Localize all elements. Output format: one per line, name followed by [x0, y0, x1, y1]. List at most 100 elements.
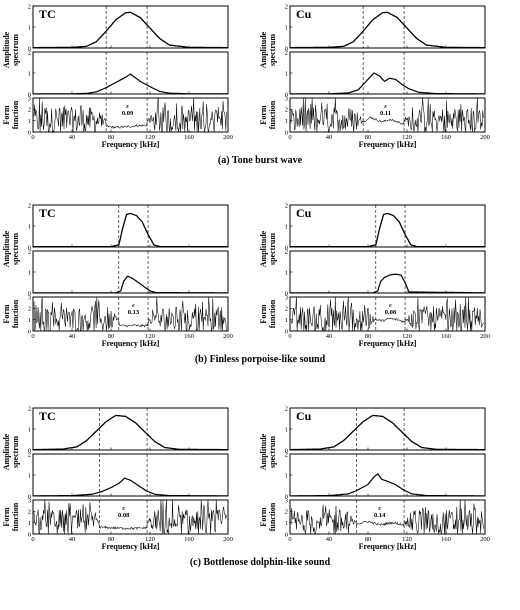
amplitude-axis-label: spectrum	[11, 233, 20, 265]
y-tick-label: 2	[285, 107, 288, 114]
amplitude-axis-label: spectrum	[268, 34, 277, 66]
x-tick-label: 80	[365, 536, 372, 543]
amplitude-axis-label: Amplitude	[2, 433, 11, 470]
form-axis-label: function	[268, 502, 277, 531]
y-tick-label: 0	[28, 531, 31, 538]
x-axis-label: Frequency [kHz]	[359, 339, 417, 348]
echo-spectrum-frame	[32, 453, 229, 497]
x-tick-label: 200	[480, 536, 490, 543]
incident-spectrum-frame	[32, 204, 229, 248]
y-tick-label: 0	[285, 493, 288, 500]
y-tick-label: 2	[28, 202, 31, 209]
y-tick-label: 3	[285, 294, 288, 301]
y-tick-label: 1	[285, 70, 288, 77]
epsilon-value: 0.11	[380, 110, 391, 117]
y-tick-label: 2	[285, 49, 288, 56]
incident-spectrum-curve	[290, 11, 485, 49]
y-tick-label: 2	[28, 49, 31, 56]
x-tick-label: 200	[223, 333, 233, 340]
form-function-frame	[32, 296, 229, 332]
y-tick-label: 1	[285, 24, 288, 31]
incident-spectrum-frame	[289, 407, 486, 451]
y-tick-label: 2	[285, 3, 288, 10]
echo-spectrum-curve	[33, 477, 228, 497]
x-tick-label: 0	[31, 134, 34, 141]
incident-spectrum-curve	[33, 11, 228, 49]
form-function-frame	[289, 97, 486, 133]
material-label: Cu	[296, 409, 312, 423]
material-label: TC	[39, 206, 56, 220]
y-tick-label: 1	[285, 269, 288, 276]
y-tick-label: 2	[28, 3, 31, 10]
y-tick-label: 1	[28, 24, 31, 31]
section-caption: (a) Tone burst wave	[218, 155, 303, 166]
form-axis-label: Form	[259, 304, 268, 323]
echo-spectrum-curve	[290, 72, 485, 95]
form-axis-label: Form	[2, 507, 11, 526]
y-tick-label: 0	[285, 244, 288, 251]
echo-spectrum-curve	[33, 275, 228, 294]
y-tick-label: 2	[28, 107, 31, 114]
x-tick-label: 80	[365, 333, 372, 340]
x-tick-label: 200	[480, 333, 490, 340]
x-tick-label: 0	[288, 333, 291, 340]
x-tick-label: 160	[441, 333, 451, 340]
section-caption: (b) Finless porpoise-like sound	[195, 354, 326, 365]
y-tick-label: 3	[28, 294, 31, 301]
epsilon-symbol: ε	[389, 302, 392, 309]
x-tick-label: 160	[441, 536, 451, 543]
y-tick-label: 0	[28, 328, 31, 335]
material-label: TC	[39, 7, 56, 21]
epsilon-value: 0.14	[374, 512, 386, 519]
y-tick-label: 0	[28, 91, 31, 98]
y-tick-label: 2	[285, 306, 288, 313]
form-function-curve	[290, 97, 484, 133]
y-tick-label: 0	[28, 244, 31, 251]
x-tick-label: 120	[145, 134, 155, 141]
echo-spectrum-curve	[33, 73, 228, 95]
echo-spectrum-curve	[290, 273, 485, 294]
amplitude-axis-label: Amplitude	[2, 31, 11, 68]
x-tick-label: 80	[108, 333, 115, 340]
form-function-curve	[33, 296, 227, 332]
x-axis-label: Frequency [kHz]	[359, 542, 417, 551]
amplitude-axis-label: spectrum	[11, 34, 20, 66]
form-axis-label: function	[11, 299, 20, 328]
x-tick-label: 40	[69, 536, 76, 543]
incident-spectrum-curve	[33, 212, 228, 248]
x-tick-label: 120	[402, 134, 412, 141]
incident-spectrum-curve	[290, 212, 485, 248]
y-tick-label: 1	[28, 317, 31, 324]
y-tick-label: 2	[28, 509, 31, 516]
y-tick-label: 1	[285, 118, 288, 125]
y-tick-label: 0	[285, 328, 288, 335]
epsilon-value: 0.08	[385, 309, 397, 316]
y-tick-label: 2	[285, 451, 288, 458]
y-tick-label: 0	[285, 45, 288, 52]
x-tick-label: 40	[326, 536, 333, 543]
y-tick-label: 1	[285, 317, 288, 324]
x-tick-label: 40	[326, 333, 333, 340]
form-axis-label: Form	[2, 105, 11, 124]
x-tick-label: 40	[69, 134, 76, 141]
incident-spectrum-curve	[290, 414, 485, 451]
form-function-frame	[32, 499, 229, 535]
y-tick-label: 0	[285, 531, 288, 538]
form-axis-label: Form	[259, 507, 268, 526]
x-axis-label: Frequency [kHz]	[102, 140, 160, 149]
epsilon-symbol: ε	[126, 103, 129, 110]
material-label: Cu	[296, 206, 312, 220]
amplitude-axis-label: Amplitude	[259, 230, 268, 267]
y-tick-label: 2	[28, 405, 31, 412]
amplitude-axis-label: Amplitude	[259, 433, 268, 470]
y-tick-label: 0	[28, 290, 31, 297]
y-tick-label: 2	[28, 451, 31, 458]
echo-spectrum-frame	[289, 51, 486, 95]
form-function-frame	[289, 296, 486, 332]
y-tick-label: 0	[285, 91, 288, 98]
y-tick-label: 1	[28, 520, 31, 527]
